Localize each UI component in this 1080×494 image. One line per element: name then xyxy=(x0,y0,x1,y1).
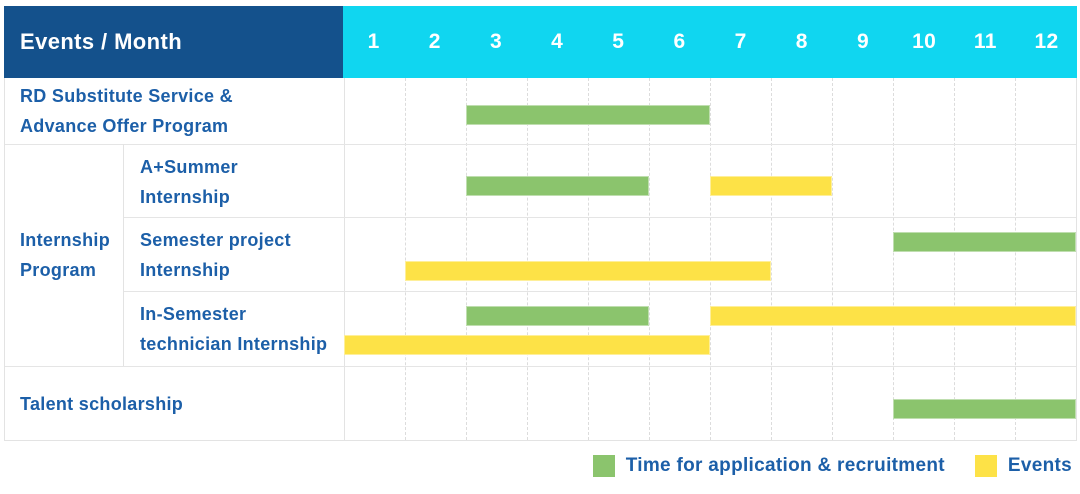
row-label-in-semester-technician-internship: In-Semester technician Internship xyxy=(140,304,328,354)
month-header-cell: 4 xyxy=(551,30,564,53)
legend-label-recruitment: Time for application & recruitment xyxy=(625,455,945,476)
row-divider xyxy=(124,217,1076,218)
month-header-cell: 8 xyxy=(795,30,808,53)
events-bar xyxy=(710,176,832,196)
gantt-row-rd-substitute-service: RD Substitute Service & Advance Offer Pro… xyxy=(5,78,1076,144)
month-header-cell: 1 xyxy=(367,30,380,53)
gantt-row-semester-project-internship: Semester project Internship xyxy=(5,217,1076,292)
events-bar xyxy=(344,335,710,356)
recruitment-bar xyxy=(893,232,1076,253)
month-header-cell: 12 xyxy=(1034,30,1059,53)
table-title: Events / Month xyxy=(20,29,183,54)
row-label-a-plus-summer-internship: A+Summer Internship xyxy=(140,156,238,207)
gantt-rows: RD Substitute Service & Advance Offer Pro… xyxy=(5,78,1076,440)
timeline-semester-project-internship xyxy=(344,218,1076,292)
group-label-internship-program: Internship Program xyxy=(20,230,111,280)
group-cell-internship-program: Internship Program xyxy=(5,144,124,366)
row-label-rd-substitute-service: RD Substitute Service & Advance Offer Pro… xyxy=(20,86,233,136)
timeline-a-plus-summer-internship xyxy=(344,145,1076,218)
gantt-row-talent-scholarship: Talent scholarship xyxy=(5,366,1076,441)
month-header-cell: 3 xyxy=(489,30,502,53)
timeline-talent-scholarship xyxy=(344,367,1076,441)
recruitment-bar xyxy=(893,398,1076,419)
month-header-cell: 10 xyxy=(912,30,937,53)
events-bar xyxy=(405,261,771,282)
month-header-cell: 7 xyxy=(734,30,747,53)
events-swatch-icon xyxy=(974,455,997,477)
month-header-row: 1 2 3 4 5 6 7 8 9 10 11 12 xyxy=(343,6,1077,78)
month-header-cell: 5 xyxy=(612,30,625,53)
month-header-cell: 11 xyxy=(973,30,997,53)
recruitment-bar xyxy=(466,306,649,327)
gantt-table: Events / Month 1 2 3 4 5 6 7 8 9 10 11 12 RD Substi… xyxy=(4,6,1077,441)
month-header-cell: 9 xyxy=(856,30,869,53)
legend-label-events: Events xyxy=(1007,455,1072,476)
row-label-talent-scholarship: Talent scholarship xyxy=(20,394,184,414)
recruitment-swatch-icon xyxy=(592,455,615,477)
month-header-cell: 2 xyxy=(428,30,441,53)
legend-item-recruitment: Time for application & recruitment xyxy=(592,455,945,477)
recruitment-bar xyxy=(466,176,649,196)
table-header: Events / Month 1 2 3 4 5 6 7 8 9 10 11 12 xyxy=(4,6,1077,78)
recruitment-bar xyxy=(466,105,710,125)
legend-item-events: Events xyxy=(974,455,1072,477)
events-month-header-cell: Events / Month xyxy=(4,6,343,78)
row-label-semester-project-internship: Semester project Internship xyxy=(140,230,291,280)
gantt-row-in-semester-technician-internship: In-Semester technician Internship xyxy=(5,291,1076,366)
legend: Time for application & recruitment Event… xyxy=(592,455,1072,477)
row-divider xyxy=(124,291,1076,292)
events-bar xyxy=(710,306,1076,327)
table-body: RD Substitute Service & Advance Offer Pro… xyxy=(4,78,1077,441)
timeline-rd-substitute-service xyxy=(344,78,1076,144)
month-header-cell: 6 xyxy=(673,30,686,53)
timeline-in-semester-technician-internship xyxy=(344,292,1076,366)
gantt-row-a-plus-summer-internship: A+Summer Internship xyxy=(5,144,1076,218)
